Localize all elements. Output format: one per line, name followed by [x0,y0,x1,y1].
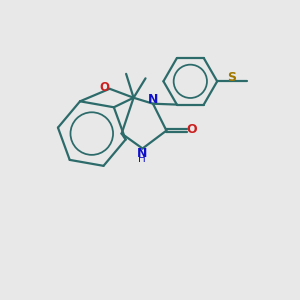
Text: O: O [187,123,197,136]
Text: H: H [138,154,146,164]
Text: S: S [228,71,237,84]
Text: N: N [148,93,158,106]
Text: N: N [137,147,147,161]
Text: O: O [99,81,109,94]
